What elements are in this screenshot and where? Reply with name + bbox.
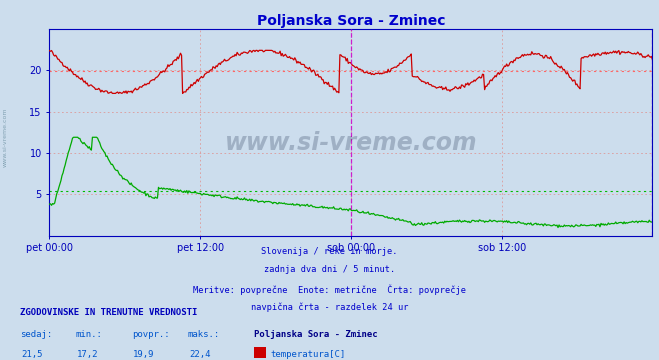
Text: 22,4: 22,4 [189,350,210,359]
Text: Meritve: povprečne  Enote: metrične  Črta: povprečje: Meritve: povprečne Enote: metrične Črta:… [193,284,466,294]
Text: navpična črta - razdelek 24 ur: navpična črta - razdelek 24 ur [251,303,408,312]
Text: min.:: min.: [76,330,103,339]
Text: sedaj:: sedaj: [20,330,52,339]
Text: temperatura[C]: temperatura[C] [271,350,346,359]
Text: Slovenija / reke in morje.: Slovenija / reke in morje. [261,247,398,256]
Text: Poljanska Sora - Zminec: Poljanska Sora - Zminec [254,330,378,339]
Text: www.si-vreme.com: www.si-vreme.com [3,107,8,167]
Text: zadnja dva dni / 5 minut.: zadnja dva dni / 5 minut. [264,265,395,274]
Text: povpr.:: povpr.: [132,330,169,339]
Text: 21,5: 21,5 [21,350,42,359]
Text: 19,9: 19,9 [133,350,154,359]
Text: 17,2: 17,2 [77,350,98,359]
Title: Poljanska Sora - Zminec: Poljanska Sora - Zminec [256,14,445,28]
Text: maks.:: maks.: [188,330,220,339]
Text: www.si-vreme.com: www.si-vreme.com [225,131,477,155]
Text: ZGODOVINSKE IN TRENUTNE VREDNOSTI: ZGODOVINSKE IN TRENUTNE VREDNOSTI [20,308,197,317]
